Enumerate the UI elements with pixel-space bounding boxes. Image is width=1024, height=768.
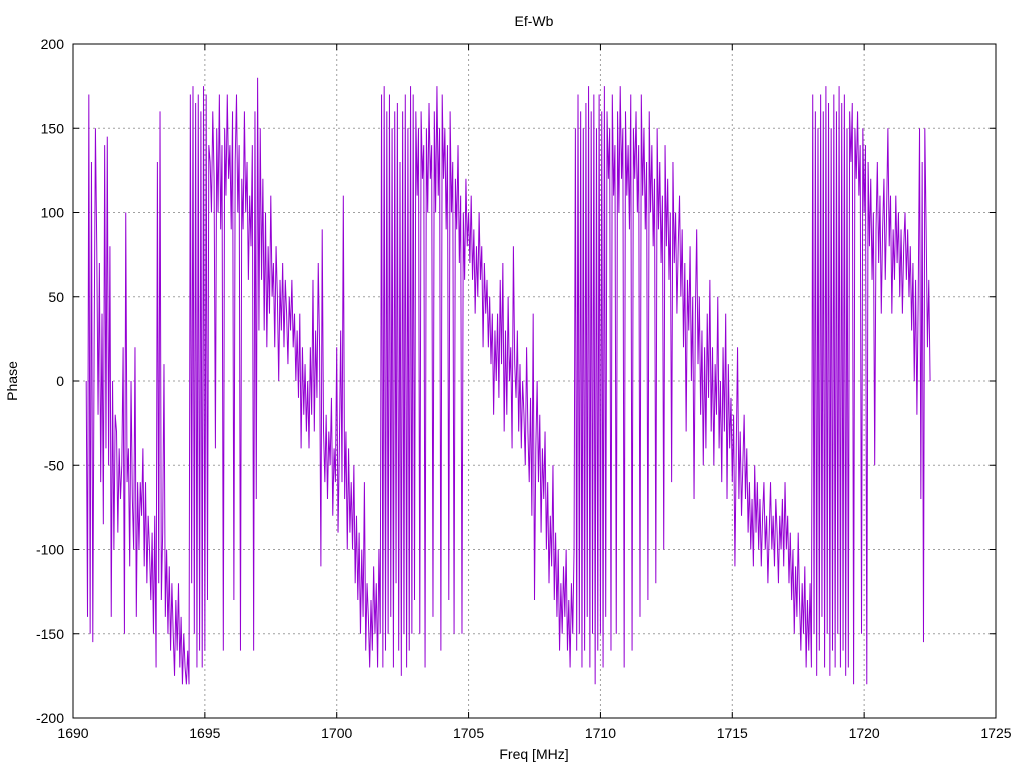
y-tick-label: -150 <box>36 626 64 642</box>
y-axis-label: Phase <box>4 361 20 401</box>
x-tick-label: 1715 <box>717 725 748 741</box>
series-layer <box>85 77 931 685</box>
x-axis-label: Freq [MHz] <box>499 746 568 762</box>
y-tick-label: 50 <box>48 289 64 305</box>
x-tick-label: 1725 <box>980 725 1011 741</box>
y-tick-label: -100 <box>36 542 64 558</box>
phase-series-line <box>85 77 931 685</box>
y-tick-label: -50 <box>44 457 64 473</box>
x-tick-label: 1690 <box>57 725 88 741</box>
y-tick-label: -200 <box>36 710 64 726</box>
plot-frame <box>72 43 997 719</box>
x-tick-label: 1720 <box>849 725 880 741</box>
x-tick-label: 1710 <box>585 725 616 741</box>
chart-title: Ef-Wb <box>515 13 554 29</box>
y-tick-label: 150 <box>41 120 65 136</box>
y-tick-label: 0 <box>56 373 64 389</box>
tick-labels: 1690 1695 1700 1705 1710 1715 1720 1725 -200 -150… <box>36 36 1012 741</box>
grid <box>73 44 996 718</box>
y-tick-label: 200 <box>41 36 65 52</box>
x-tick-label: 1695 <box>189 725 220 741</box>
x-tick-label: 1705 <box>453 725 484 741</box>
y-tick-label: 100 <box>41 205 65 221</box>
x-tick-label: 1700 <box>321 725 352 741</box>
